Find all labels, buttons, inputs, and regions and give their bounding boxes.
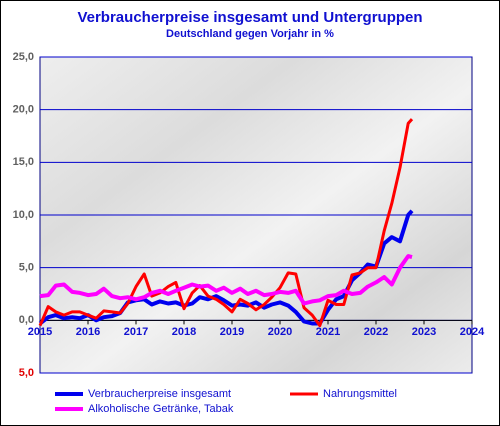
legend-label: Verbraucherpreise insgesamt	[88, 388, 231, 400]
x-tick-label: 2015	[28, 326, 52, 338]
x-tick-label: 2022	[364, 326, 388, 338]
legend-label: Nahrungsmittel	[323, 388, 397, 400]
chart-title: Verbraucherpreise insgesamt und Untergru…	[77, 9, 422, 26]
y-tick-label: 0,0	[19, 314, 34, 326]
y-tick-label: 5,0	[19, 367, 34, 379]
chart-subtitle: Deutschland gegen Vorjahr in %	[166, 28, 334, 40]
x-tick-label: 2016	[76, 326, 100, 338]
series-line	[38, 118, 414, 328]
y-tick-label: 20,0	[13, 104, 34, 116]
x-tick-label: 2023	[412, 326, 436, 338]
y-tick-label: 10,0	[13, 209, 34, 221]
legend-label: Alkoholische Getränke, Tabak	[88, 403, 234, 415]
x-tick-label: 2018	[172, 326, 196, 338]
x-tick-label: 2020	[268, 326, 292, 338]
series-line	[39, 254, 413, 306]
x-tick-label: 2017	[124, 326, 148, 338]
x-tick-label: 2019	[220, 326, 244, 338]
x-tick-label: 2021	[316, 326, 340, 338]
y-tick-label: 25,0	[13, 51, 34, 63]
x-tick-label: 2024	[460, 326, 485, 338]
y-tick-label: 5,0	[19, 262, 34, 274]
y-tick-label: 15,0	[13, 156, 34, 168]
series-line	[38, 209, 414, 326]
